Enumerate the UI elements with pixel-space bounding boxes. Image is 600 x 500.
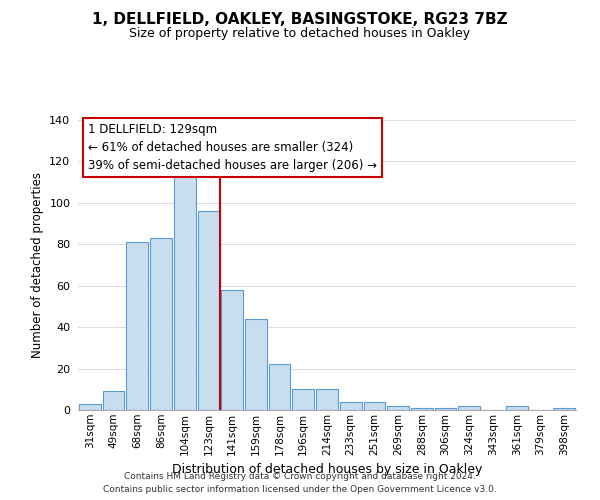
Bar [553,408,575,410]
X-axis label: Distribution of detached houses by size in Oakley: Distribution of detached houses by size … [172,463,482,476]
Text: Size of property relative to detached houses in Oakley: Size of property relative to detached ho… [130,28,470,40]
Y-axis label: Number of detached properties: Number of detached properties [31,172,44,358]
Bar [150,238,172,410]
Bar [269,364,290,410]
Bar [292,390,314,410]
Text: 1, DELLFIELD, OAKLEY, BASINGSTOKE, RG23 7BZ: 1, DELLFIELD, OAKLEY, BASINGSTOKE, RG23 … [92,12,508,28]
Text: Contains HM Land Registry data © Crown copyright and database right 2024.: Contains HM Land Registry data © Crown c… [124,472,476,481]
Bar [221,290,243,410]
Bar [434,408,457,410]
Bar [174,174,196,410]
Bar [79,404,101,410]
Text: 1 DELLFIELD: 129sqm
← 61% of detached houses are smaller (324)
39% of semi-detac: 1 DELLFIELD: 129sqm ← 61% of detached ho… [88,123,377,172]
Bar [103,392,124,410]
Bar [197,211,220,410]
Bar [245,319,267,410]
Bar [316,390,338,410]
Text: Contains public sector information licensed under the Open Government Licence v3: Contains public sector information licen… [103,485,497,494]
Bar [340,402,362,410]
Bar [506,406,527,410]
Bar [458,406,480,410]
Bar [411,408,433,410]
Bar [387,406,409,410]
Bar [364,402,385,410]
Bar [127,242,148,410]
